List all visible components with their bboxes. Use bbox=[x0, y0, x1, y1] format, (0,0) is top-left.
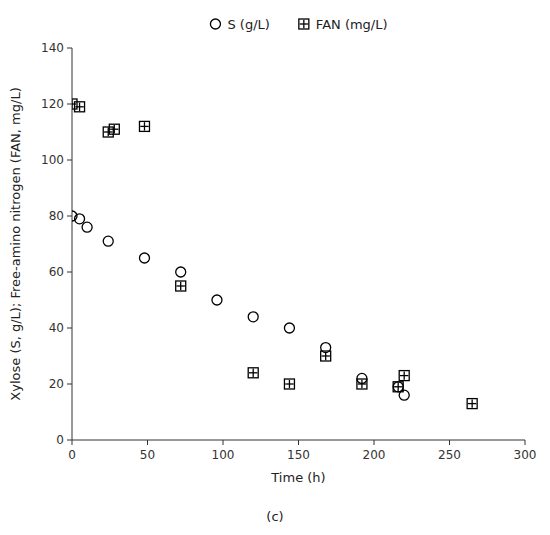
point bbox=[467, 399, 477, 409]
y-tick bbox=[67, 216, 72, 217]
y-tick-label: 120 bbox=[41, 97, 64, 111]
y-tick-label: 0 bbox=[56, 433, 64, 447]
x-tick-label: 100 bbox=[212, 448, 235, 462]
background bbox=[0, 0, 550, 535]
legend: S (g/L) FAN (mg/L) bbox=[210, 17, 387, 32]
y-axis-label: Xylose (S, g/L); Free-amino nitrogen (FA… bbox=[8, 87, 23, 400]
y-tick-label: 100 bbox=[41, 153, 64, 167]
point bbox=[176, 267, 186, 277]
legend-marker bbox=[299, 19, 309, 29]
y-tick bbox=[67, 104, 72, 105]
x-tick-label: 300 bbox=[514, 448, 537, 462]
y-tick bbox=[67, 328, 72, 329]
point bbox=[357, 379, 367, 389]
point bbox=[212, 295, 222, 305]
series bbox=[72, 211, 409, 400]
y-tick-label: 20 bbox=[49, 377, 64, 391]
point bbox=[248, 312, 258, 322]
subtitle: (c) bbox=[266, 509, 283, 524]
y-tick-label: 140 bbox=[41, 41, 64, 55]
x-tick bbox=[147, 440, 148, 445]
point bbox=[393, 382, 403, 392]
legend-label: S (g/L) bbox=[227, 17, 269, 32]
x-tick bbox=[298, 440, 299, 445]
y-tick bbox=[67, 440, 72, 441]
point bbox=[176, 281, 186, 291]
y-tick-label: 80 bbox=[49, 209, 64, 223]
y-tick bbox=[67, 272, 72, 273]
point bbox=[139, 253, 149, 263]
point bbox=[75, 102, 85, 112]
legend-item: S (g/L) bbox=[210, 17, 269, 32]
x-tick-label: 0 bbox=[68, 448, 76, 462]
x-tick bbox=[223, 440, 224, 445]
point bbox=[75, 214, 85, 224]
chart: 0 50 100 150 200 250 300 0 20 40 60 80 100 120 140 Time… bbox=[0, 0, 550, 535]
point bbox=[139, 121, 149, 131]
point bbox=[82, 222, 92, 232]
x-tick bbox=[72, 440, 73, 445]
point bbox=[399, 371, 409, 381]
legend-item: FAN (mg/L) bbox=[299, 17, 388, 32]
series bbox=[72, 99, 477, 409]
x-tick-label: 200 bbox=[363, 448, 386, 462]
y-tick bbox=[67, 48, 72, 49]
plot-area bbox=[72, 99, 477, 409]
y-axis-line bbox=[72, 48, 73, 440]
x-tick-label: 250 bbox=[438, 448, 461, 462]
axes: 0 50 100 150 200 250 300 0 20 40 60 80 100 120 140 bbox=[41, 41, 536, 462]
point bbox=[103, 127, 113, 137]
x-tick-label: 150 bbox=[287, 448, 310, 462]
x-tick bbox=[525, 440, 526, 445]
x-tick bbox=[374, 440, 375, 445]
x-tick bbox=[449, 440, 450, 445]
point bbox=[248, 368, 258, 378]
y-tick-label: 60 bbox=[49, 265, 64, 279]
x-tick-label: 50 bbox=[140, 448, 155, 462]
point bbox=[284, 379, 294, 389]
legend-label: FAN (mg/L) bbox=[316, 17, 388, 32]
y-tick bbox=[67, 160, 72, 161]
y-tick-label: 40 bbox=[49, 321, 64, 335]
y-tick bbox=[67, 384, 72, 385]
legend-marker bbox=[210, 19, 220, 29]
point bbox=[284, 323, 294, 333]
point bbox=[321, 351, 331, 361]
point bbox=[103, 236, 113, 246]
x-axis-label: Time (h) bbox=[270, 470, 325, 485]
point bbox=[109, 124, 119, 134]
